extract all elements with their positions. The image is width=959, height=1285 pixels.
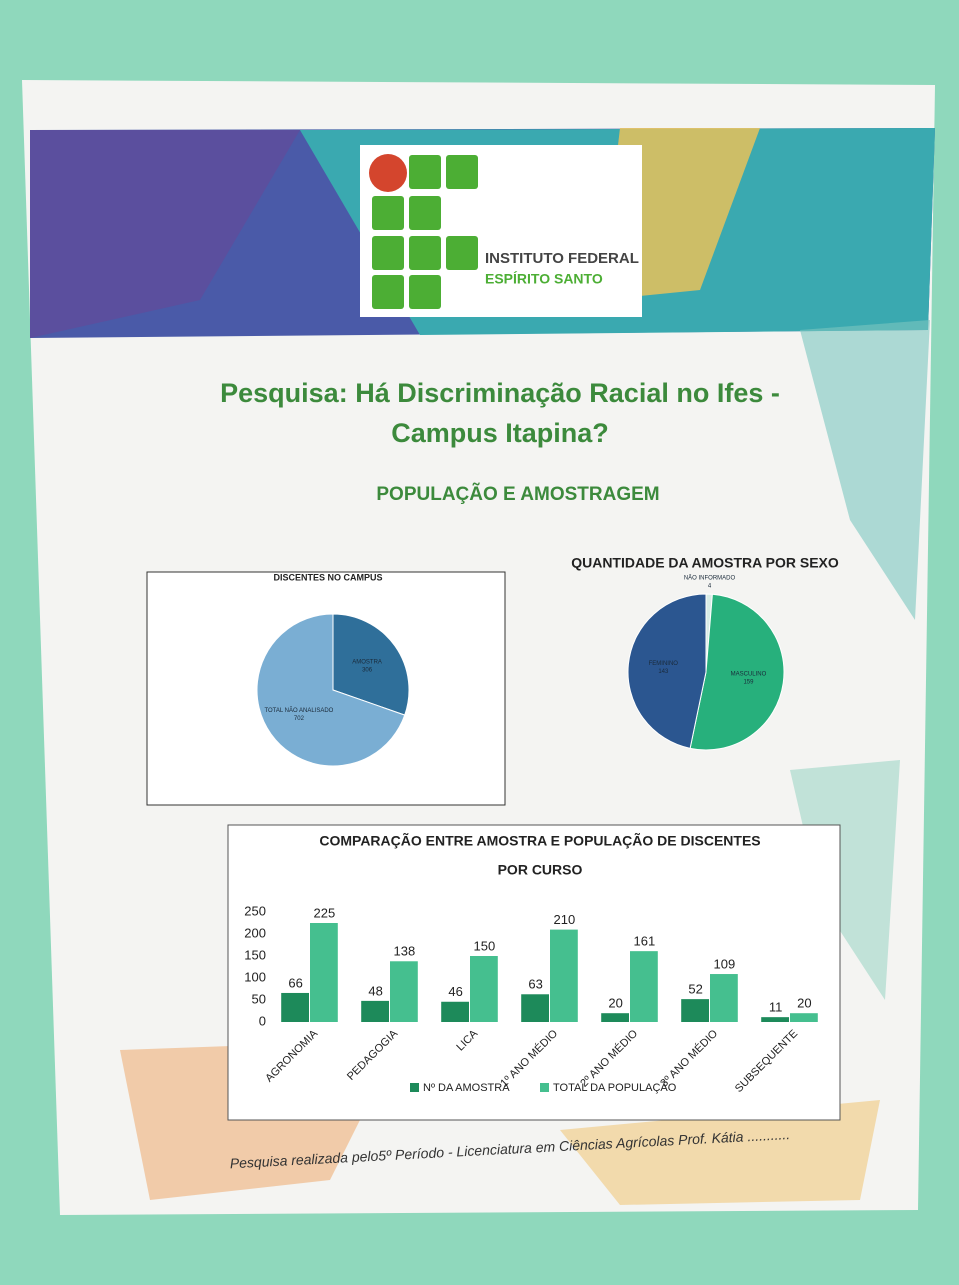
chart-title: QUANTIDADE DA AMOSTRA POR SEXO [571, 555, 839, 571]
data-label: 161 [634, 934, 656, 949]
slice-label: TOTAL NÃO ANALISADO [264, 707, 333, 714]
decor [790, 760, 900, 1000]
data-label: 66 [288, 975, 302, 990]
decor [800, 320, 930, 620]
pie-slice [256, 613, 406, 767]
slice-value: 143 [658, 669, 669, 675]
slice-label: NÃO INFORMADO [684, 575, 736, 582]
logo-text: INSTITUTO FEDERAL [485, 250, 639, 267]
logo-circle [369, 154, 407, 192]
data-label: 48 [368, 983, 382, 998]
legend-label: Nº DA AMOSTRA [423, 1082, 510, 1094]
y-tick-label: 250 [244, 903, 266, 918]
bar [761, 1017, 789, 1022]
bar [681, 999, 709, 1022]
slice-value: 159 [743, 680, 754, 686]
legend-label: TOTAL DA POPULAÇÃO [553, 1081, 677, 1094]
logo-text: ESPÍRITO SANTO [485, 271, 603, 287]
banner-shade [30, 130, 300, 338]
chart-title: POR CURSO [498, 862, 583, 878]
data-label: 46 [448, 984, 462, 999]
title: Campus Itapina? [391, 418, 609, 448]
pie-slice [689, 593, 785, 751]
bar [470, 956, 498, 1022]
data-label: 210 [554, 912, 576, 927]
y-tick-label: 50 [252, 991, 266, 1006]
y-tick-label: 100 [244, 969, 266, 984]
legend-swatch [540, 1083, 549, 1092]
bar [630, 951, 658, 1022]
decor [560, 1100, 880, 1205]
slice-value: 702 [294, 716, 305, 722]
pie-slice [627, 593, 707, 749]
bar [550, 929, 578, 1022]
y-tick-label: 200 [244, 925, 266, 940]
slice-label: FEMININO [649, 661, 679, 667]
bar [310, 923, 338, 1022]
logo-squares [372, 155, 478, 309]
subtitle: POPULAÇÃO E AMOSTRAGEM [376, 483, 659, 505]
slice-value: 306 [362, 667, 373, 673]
legend-swatch [410, 1083, 419, 1092]
data-label: 63 [528, 977, 542, 992]
bar [281, 992, 309, 1022]
bar [441, 1001, 469, 1022]
data-label: 52 [688, 982, 702, 997]
data-label: 225 [314, 905, 336, 920]
data-label: 11 [769, 1000, 783, 1015]
bar [601, 1013, 629, 1022]
pie-slice [332, 613, 410, 716]
data-label: 109 [714, 956, 736, 971]
bar [361, 1000, 389, 1022]
slice-label: MASCULINO [731, 672, 767, 678]
y-tick-label: 150 [244, 947, 266, 962]
data-label: 138 [394, 944, 416, 959]
bar [710, 974, 738, 1022]
chart-title: DISCENTES NO CAMPUS [273, 572, 382, 582]
y-tick-label: 0 [259, 1013, 266, 1028]
slice-label: AMOSTRA [352, 659, 382, 665]
title: Pesquisa: Há Discriminação Racial no Ife… [220, 378, 780, 408]
data-label: 150 [474, 938, 496, 953]
data-label: 20 [797, 996, 811, 1011]
bar [790, 1013, 818, 1022]
bar [521, 994, 549, 1022]
data-label: 20 [608, 996, 622, 1011]
chart-title: COMPARAÇÃO ENTRE AMOSTRA E POPULAÇÃO DE … [319, 832, 760, 849]
slice-value: 4 [708, 584, 712, 590]
bar [390, 961, 418, 1022]
logo-box [360, 145, 642, 317]
